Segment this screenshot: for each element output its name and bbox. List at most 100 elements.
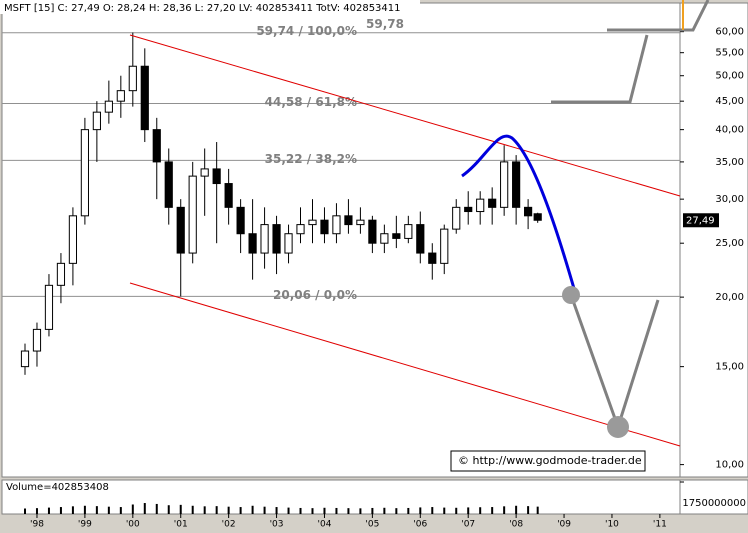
volume-bar	[83, 505, 86, 514]
volume-bar	[287, 507, 290, 514]
candle-body	[500, 161, 509, 208]
x-tick-label: '03	[270, 520, 284, 530]
candle-body	[416, 224, 425, 254]
volume-bar	[515, 505, 518, 514]
y-tick-label: 30,00	[715, 194, 744, 205]
volume-bar	[479, 507, 482, 514]
volume-bar	[23, 508, 26, 514]
candle-body	[344, 215, 353, 226]
candle-body	[392, 233, 401, 239]
copyright-box	[450, 450, 646, 472]
volume-bar	[419, 507, 422, 514]
volume-bar	[395, 508, 398, 514]
last-price: 27,49	[686, 215, 715, 226]
candle-body	[224, 183, 233, 208]
candle-body	[200, 168, 209, 177]
volume-bar	[347, 508, 350, 514]
candle-body	[452, 206, 461, 230]
x-tick-label: '98	[30, 520, 44, 530]
y-tick-label: 10,00	[715, 460, 744, 471]
candle-body	[236, 206, 245, 235]
x-tick-label: '02	[222, 520, 236, 530]
candle-body	[128, 65, 137, 92]
volume-label: Volume=402853408	[6, 482, 109, 493]
forecast-curve	[461, 134, 577, 293]
y-tick-label: 60,00	[715, 27, 744, 38]
volume-bar	[503, 506, 506, 514]
volume-bar	[431, 507, 434, 514]
candle-body	[56, 262, 66, 286]
volume-bar	[335, 507, 338, 514]
forecast-path	[551, 34, 649, 104]
volume-bar	[227, 506, 230, 514]
forecast-path	[607, 0, 710, 32]
target-marker	[562, 286, 580, 304]
volume-bar	[536, 506, 539, 514]
x-tick-label: '11	[653, 520, 667, 530]
volume-tick-label: 1750000000	[682, 498, 746, 509]
channel-upper	[129, 34, 681, 197]
volume-bar	[251, 505, 254, 514]
volume-bar	[383, 507, 386, 514]
candle-body	[260, 224, 269, 254]
candle-body	[248, 233, 257, 254]
candle-body	[20, 350, 30, 368]
target-marker	[607, 416, 629, 438]
x-tick-label: '04	[318, 520, 332, 530]
volume-bar	[203, 506, 206, 514]
candle-body	[533, 213, 542, 221]
y-tick-label: 55,00	[715, 48, 744, 59]
x-tick-label: '07	[461, 520, 475, 530]
plot-area	[1, 2, 681, 478]
volume-bar	[59, 507, 62, 514]
candle-body	[308, 219, 317, 226]
x-tick-label: '08	[509, 520, 523, 530]
volume-bar	[371, 507, 374, 514]
volume-bar	[131, 504, 134, 514]
volume-bar	[299, 507, 302, 514]
x-tick-label: '10	[605, 520, 619, 530]
volume-bar	[527, 506, 530, 514]
y-tick-label: 45,00	[715, 96, 744, 107]
candle-body	[380, 233, 389, 244]
candle-body	[476, 198, 485, 213]
volume-bar	[155, 503, 158, 514]
peak-label: 59,78	[366, 17, 404, 31]
volume-bar	[71, 506, 74, 514]
candle-body	[68, 215, 78, 264]
y-tick-label: 15,00	[715, 362, 744, 373]
volume-bar	[275, 507, 278, 514]
candle-body	[80, 129, 89, 217]
volume-axis-area	[679, 479, 748, 515]
volume-bar	[407, 507, 410, 514]
candle-body	[272, 224, 281, 254]
y-tick-label: 50,00	[715, 71, 744, 82]
candle-body	[332, 215, 341, 235]
candle-body	[356, 219, 365, 226]
candle-body	[152, 129, 161, 163]
volume-bar	[167, 505, 170, 514]
volume-bar	[239, 507, 242, 514]
header: MSFT [15] C: 27,49 O: 28,24 H: 28,36 L: …	[4, 3, 401, 14]
candle-body	[104, 100, 113, 113]
candle-body	[212, 168, 221, 185]
y-tick-label: 35,00	[715, 157, 744, 168]
y-tick-label: 25,00	[715, 238, 744, 249]
candle-body	[284, 233, 293, 254]
candle-body	[524, 206, 533, 217]
candle-body	[320, 219, 329, 235]
candle-body	[368, 219, 377, 244]
volume-area	[1, 479, 681, 515]
x-tick-label: '99	[78, 520, 92, 530]
x-tick-label: '09	[557, 520, 571, 530]
volume-bar	[311, 508, 314, 514]
candle-body	[32, 328, 42, 352]
volume-bar	[467, 507, 470, 514]
y-tick-label: 40,00	[715, 125, 744, 136]
fib-label: 20,06 / 0,0%	[273, 288, 357, 302]
candle-body	[488, 198, 497, 208]
candle-body	[188, 175, 197, 254]
channel-lower	[129, 282, 681, 447]
candle-body	[164, 161, 173, 208]
